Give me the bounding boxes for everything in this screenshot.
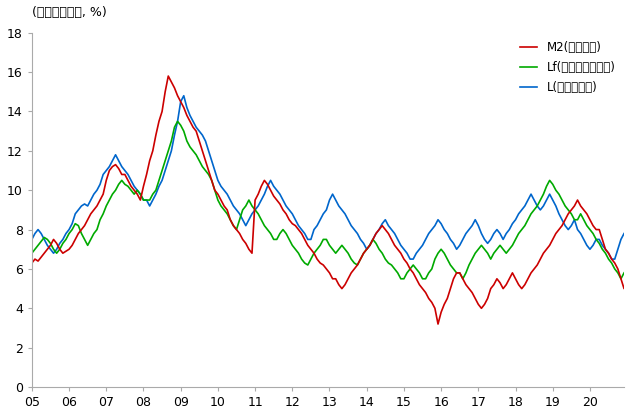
L(광의유동성) [28,237,35,242]
M2(광의통화) [165,74,172,79]
M2(광의통화) [434,322,442,327]
L(광의유동성) [220,188,228,193]
L(광의유동성) [56,241,64,246]
Lf(금융기관유동성) [257,217,265,222]
M2(광의통화) [257,184,265,189]
Lf(금융기관유동성) [56,247,64,252]
Lf(금융기관유동성) [28,251,35,256]
Line: Lf(금융기관유동성): Lf(금융기관유동성) [32,121,631,279]
M2(광의통화) [276,201,284,206]
Lf(금융기관유동성) [397,276,404,281]
M2(광의통화) [28,260,35,265]
Line: M2(광의통화): M2(광의통화) [32,76,631,324]
Lf(금융기관유동성) [115,182,122,187]
M2(광의통화) [115,166,122,171]
L(광의유동성) [257,198,265,203]
L(광의유동성) [115,158,122,163]
Lf(금융기관유동성) [276,231,284,236]
M2(광의통화) [56,247,64,252]
Line: L(광의유동성): L(광의유동성) [32,96,631,259]
Legend: M2(광의통화), Lf(금융기관유동성), L(광의유동성): M2(광의통화), Lf(금융기관유동성), L(광의유동성) [515,36,620,99]
M2(광의통화) [220,203,228,208]
L(광의유동성) [276,192,284,197]
L(광의유동성) [180,93,187,98]
Lf(금융기관유동성) [220,208,228,213]
L(광의유동성) [406,257,414,262]
Lf(금융기관유동성) [174,119,181,124]
Text: (전년동월대비, %): (전년동월대비, %) [32,5,107,19]
